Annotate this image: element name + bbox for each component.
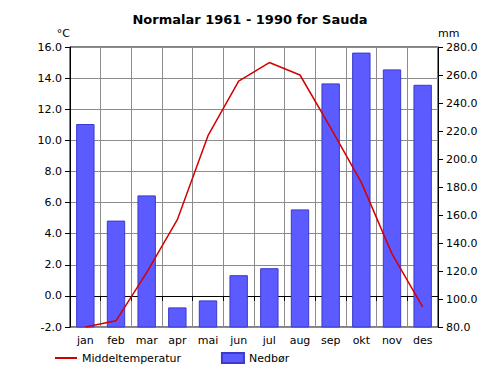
svg-text:140.0: 140.0 <box>446 237 478 250</box>
svg-text:okt: okt <box>353 334 371 347</box>
svg-text:6.0: 6.0 <box>45 196 63 209</box>
svg-text:8.0: 8.0 <box>45 165 63 178</box>
svg-text:100.0: 100.0 <box>446 293 478 306</box>
svg-text:12.0: 12.0 <box>38 103 63 116</box>
svg-text:feb: feb <box>107 334 125 347</box>
svg-text:nov: nov <box>382 334 403 347</box>
svg-text:Middeltemperatur: Middeltemperatur <box>82 352 181 365</box>
svg-text:16.0: 16.0 <box>38 41 63 54</box>
svg-text:160.0: 160.0 <box>446 209 478 222</box>
svg-text:Nedbør: Nedbør <box>249 352 290 365</box>
svg-text:220.0: 220.0 <box>446 125 478 138</box>
svg-text:260.0: 260.0 <box>446 69 478 82</box>
svg-text:jun: jun <box>229 334 247 347</box>
svg-text:mar: mar <box>136 334 158 347</box>
svg-text:2.0: 2.0 <box>45 258 63 271</box>
svg-text:aug: aug <box>290 334 311 347</box>
svg-text:sep: sep <box>321 334 340 347</box>
svg-text:mai: mai <box>198 334 219 347</box>
svg-text:0.0: 0.0 <box>45 289 63 302</box>
svg-text:280.0: 280.0 <box>446 41 478 54</box>
svg-text:mm: mm <box>438 27 459 40</box>
svg-text:120.0: 120.0 <box>446 265 478 278</box>
svg-text:des: des <box>413 334 433 347</box>
svg-text:14.0: 14.0 <box>38 72 63 85</box>
svg-text:80.0: 80.0 <box>446 321 471 334</box>
svg-text:180.0: 180.0 <box>446 181 478 194</box>
svg-text:-2.0: -2.0 <box>41 321 62 334</box>
svg-text:°C: °C <box>57 27 71 40</box>
svg-text:4.0: 4.0 <box>45 227 63 240</box>
svg-text:jan: jan <box>76 334 94 347</box>
svg-text:10.0: 10.0 <box>38 134 63 147</box>
svg-text:240.0: 240.0 <box>446 97 478 110</box>
svg-text:apr: apr <box>168 334 187 347</box>
svg-text:200.0: 200.0 <box>446 153 478 166</box>
svg-text:Normalar 1961 - 1990 for Sauda: Normalar 1961 - 1990 for Sauda <box>132 12 367 27</box>
svg-text:jul: jul <box>262 334 276 347</box>
